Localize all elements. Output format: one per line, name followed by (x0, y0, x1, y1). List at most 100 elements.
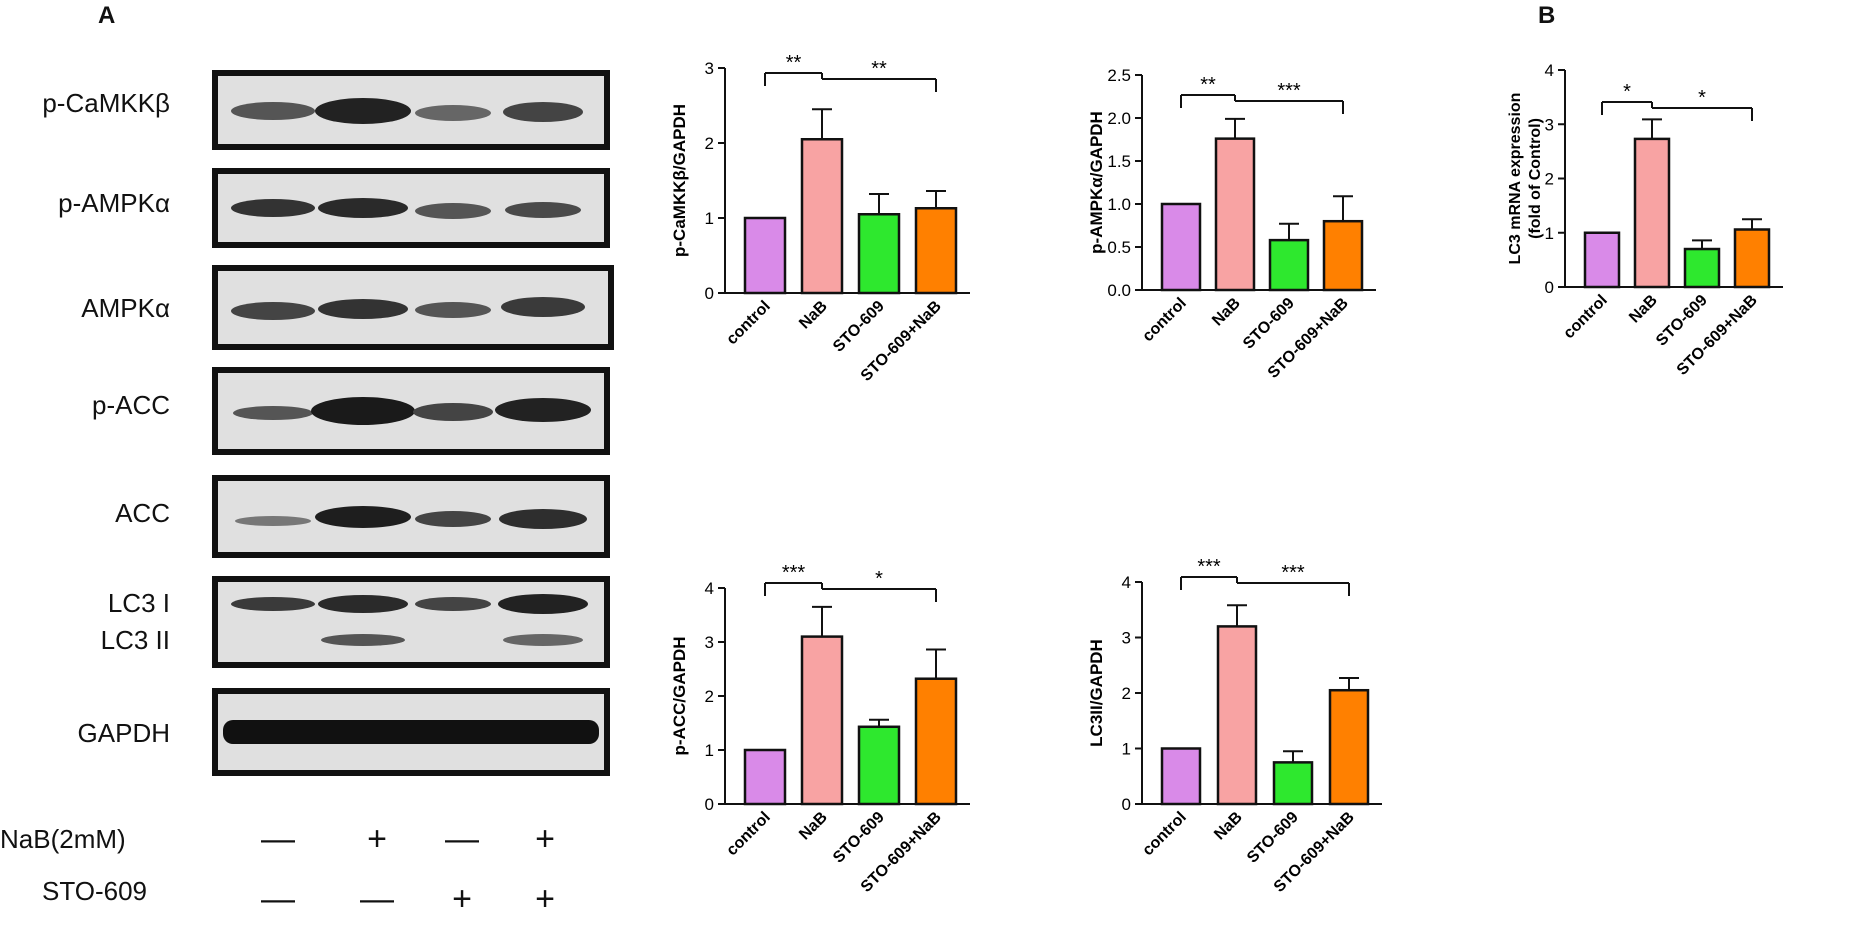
y-tick-label: 2 (1122, 684, 1131, 703)
blot-bands (233, 397, 591, 425)
y-axis-label: p-ACC/GAPDH (670, 637, 689, 756)
bar (1160, 202, 1202, 292)
category-label: control (1139, 809, 1189, 859)
blot-label-p-camkkb: p-CaMKKβ (42, 88, 170, 118)
blot-label-p-acc: p-ACC (91, 390, 170, 420)
y-tick-label: 3 (705, 633, 714, 652)
y-tick-label: 2.5 (1107, 66, 1131, 85)
y-tick-label: 0 (705, 795, 714, 814)
category-label: control (723, 298, 773, 348)
y-axis-label: p-CaMKKβ/GAPDH (670, 104, 689, 257)
y-tick-label: 0.5 (1107, 238, 1131, 257)
bar-chart-p-ampka: 0.0 0.5 1.0 1.5 2.0 2.5 p-AMPKα/GAPDH control Na… (1087, 66, 1376, 382)
sig-label: * (875, 568, 883, 590)
y-tick-label: 0 (705, 284, 714, 303)
sig-label: ** (1200, 74, 1216, 96)
y-tick-label: 3 (705, 59, 714, 78)
y-tick-label: 2 (1545, 170, 1554, 189)
y-axis-label: LC3II/GAPDH (1087, 639, 1106, 747)
category-label: NaB (1211, 809, 1246, 844)
sign: — (445, 820, 479, 858)
bar (857, 213, 901, 295)
panel-letter-b: B (1538, 2, 1556, 29)
category-label: STO-609 (830, 298, 888, 356)
category-label: control (723, 809, 773, 859)
y-tick-label: 4 (1545, 61, 1554, 80)
blot-bands (231, 297, 585, 320)
blot-p-ampka (212, 168, 610, 248)
sig-label: *** (1277, 80, 1301, 102)
category-label: NaB (796, 809, 831, 844)
category-label: NaB (796, 298, 831, 333)
bar (914, 677, 958, 806)
blot-ampka (212, 265, 614, 350)
panel-letter-a: A (98, 2, 116, 29)
bar (1272, 761, 1314, 806)
bar (1268, 238, 1310, 292)
y-tick-label: 0.0 (1107, 281, 1131, 300)
sig-label: *** (1281, 562, 1305, 584)
bar (800, 635, 844, 806)
bar (1633, 137, 1671, 289)
bar (800, 138, 844, 295)
y-axis-label: LC3 mRNA expression (1507, 93, 1524, 265)
blot-label-gapdh: GAPDH (77, 718, 170, 748)
y-axis-label-2: (fold of Control) (1527, 118, 1544, 239)
blot-label-lc3-ii: LC3 II (100, 625, 170, 655)
category-label: NaB (1209, 295, 1244, 330)
y-tick-label: 1.5 (1107, 152, 1131, 171)
sign: + (535, 820, 555, 858)
sign: + (367, 820, 387, 858)
bar (1683, 247, 1721, 289)
category-label: control (1139, 295, 1189, 345)
sig-label: * (1698, 87, 1706, 109)
sig-label: *** (1197, 556, 1221, 578)
bar (1322, 219, 1364, 292)
bar (1214, 137, 1256, 292)
sig-label: ** (871, 58, 887, 80)
sign: — (261, 880, 295, 918)
y-tick-label: 3 (1122, 629, 1131, 648)
category-label: STO-609 (1240, 295, 1298, 353)
treatment-label-sto609: STO-609 (42, 876, 148, 906)
category-label: STO-609 (830, 809, 888, 867)
y-tick-label: 4 (1122, 573, 1131, 592)
category-label: NaB (1626, 292, 1661, 327)
bar (1583, 231, 1621, 289)
blot-p-camkkb (212, 70, 610, 150)
bar (743, 216, 787, 295)
blot-label-lc3-i: LC3 I (107, 588, 170, 618)
blot-bands (235, 506, 587, 529)
y-tick-label: 3 (1545, 115, 1554, 134)
y-tick-label: 0 (1122, 795, 1131, 814)
y-tick-label: 0 (1545, 278, 1554, 297)
bar (857, 725, 901, 806)
treatment-label-nab: NaB(2mM) (0, 824, 126, 854)
y-tick-label: 1 (1122, 740, 1131, 759)
sig-label: *** (782, 562, 806, 584)
blot-bands (231, 198, 581, 219)
blot-acc (212, 475, 610, 558)
blot-bands (231, 594, 588, 646)
sig-label: * (1623, 81, 1631, 103)
sig-label: ** (786, 52, 802, 74)
y-tick-label: 1.0 (1107, 195, 1131, 214)
sign: — (360, 880, 394, 918)
blot-p-acc (212, 367, 610, 455)
bar-chart-lc3-mrna: 0 1 2 3 4 LC3 mRNA expression (fold of Control… (1507, 61, 1783, 379)
y-tick-label: 2 (705, 134, 714, 153)
sign: + (452, 880, 472, 918)
blot-label-acc: ACC (115, 498, 170, 528)
blot-bands (231, 98, 583, 124)
y-tick-label: 2.0 (1107, 109, 1131, 128)
blot-lc3 (212, 576, 610, 668)
y-tick-label: 4 (705, 579, 714, 598)
y-tick-label: 1 (705, 741, 714, 760)
y-axis-label: p-AMPKα/GAPDH (1087, 111, 1106, 254)
y-tick-label: 1 (705, 209, 714, 228)
bar (1160, 747, 1202, 806)
bar (1328, 688, 1370, 806)
blot-label-ampka: AMPKα (81, 293, 170, 323)
